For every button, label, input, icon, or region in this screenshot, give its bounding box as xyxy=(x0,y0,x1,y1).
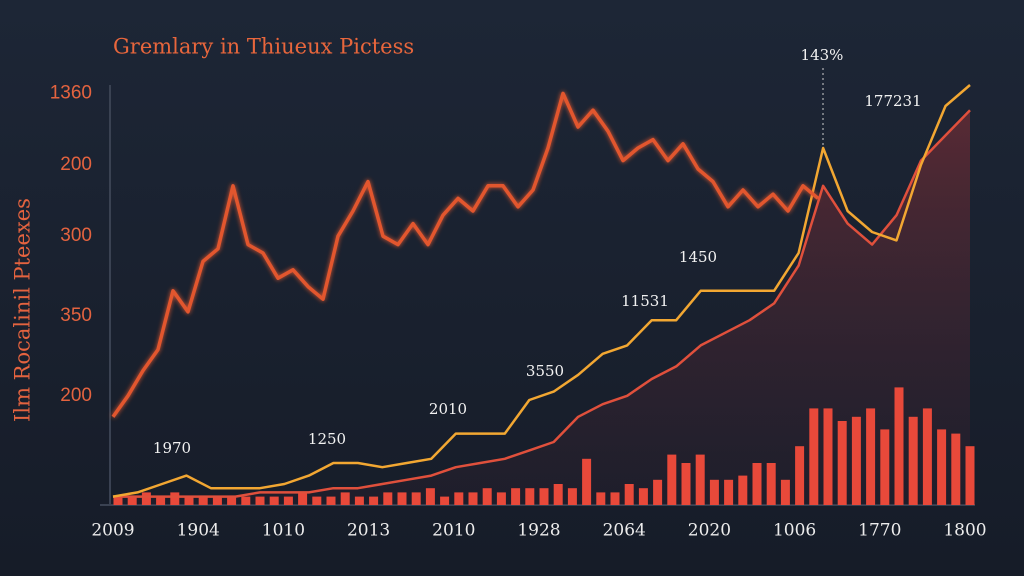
bar xyxy=(283,496,293,505)
bar xyxy=(653,479,663,505)
bar xyxy=(141,492,151,505)
bar xyxy=(880,429,890,505)
bar xyxy=(397,492,407,505)
bar xyxy=(681,463,691,505)
bar xyxy=(425,488,435,505)
bar xyxy=(184,496,194,505)
bar xyxy=(922,408,932,505)
bar xyxy=(667,454,677,505)
bar xyxy=(539,488,549,505)
bar xyxy=(212,496,222,505)
bar xyxy=(468,492,478,505)
bar xyxy=(894,387,904,505)
bar xyxy=(738,475,748,505)
bar xyxy=(851,416,861,505)
bar xyxy=(908,416,918,505)
y-tick-label: 1360 xyxy=(50,82,92,103)
x-tick-label: 2010 xyxy=(432,521,475,541)
bar xyxy=(198,496,208,505)
area-fill xyxy=(113,110,970,505)
series-line xyxy=(112,84,971,498)
bar xyxy=(965,446,975,505)
bar xyxy=(837,421,847,505)
bar xyxy=(951,433,961,505)
bar xyxy=(496,492,506,505)
y-axis-title: Ilm Rocalinil Pteexes xyxy=(11,198,35,422)
bar xyxy=(596,492,606,505)
bar xyxy=(127,496,137,505)
bar xyxy=(937,429,947,505)
bar xyxy=(866,408,876,505)
annotation: 1250 xyxy=(308,430,346,448)
bar xyxy=(156,496,166,505)
x-tick-label: 1800 xyxy=(943,521,986,541)
y-tick-label: 300 xyxy=(60,225,92,246)
annotation: 3550 xyxy=(526,362,564,380)
bar xyxy=(780,479,790,505)
x-tick-label: 1770 xyxy=(858,521,901,541)
bar xyxy=(312,496,322,505)
x-tick-label: 2020 xyxy=(688,521,731,541)
bar xyxy=(383,492,393,505)
bar xyxy=(255,496,265,505)
bar xyxy=(454,492,464,505)
bar xyxy=(610,492,620,505)
series-line xyxy=(113,109,971,498)
bar xyxy=(553,484,563,505)
bar xyxy=(809,408,819,505)
series-line xyxy=(111,91,820,418)
y-tick-label: 350 xyxy=(60,305,92,326)
bar xyxy=(170,492,180,505)
bar xyxy=(709,479,719,505)
bar xyxy=(511,488,521,505)
bar xyxy=(241,496,251,505)
bar xyxy=(624,484,634,505)
bar xyxy=(724,479,734,505)
bar xyxy=(340,492,350,505)
bar xyxy=(369,496,379,505)
annotation: 143% xyxy=(801,46,844,64)
bar xyxy=(638,488,648,505)
bar xyxy=(269,496,279,505)
bar xyxy=(411,492,421,505)
bar xyxy=(113,496,123,505)
bar xyxy=(695,454,705,505)
bar xyxy=(795,446,805,505)
bar xyxy=(354,496,364,505)
x-tick-label: 1904 xyxy=(177,521,220,541)
x-tick-label: 2064 xyxy=(603,521,646,541)
x-tick-label: 1006 xyxy=(773,521,816,541)
annotation: 2010 xyxy=(429,400,467,418)
bar xyxy=(567,488,577,505)
bar xyxy=(766,463,776,505)
bar xyxy=(227,496,237,505)
y-tick-label: 200 xyxy=(60,385,92,406)
annotation: 1450 xyxy=(679,248,717,266)
annotation: 11531 xyxy=(621,292,669,310)
annotation: 1970 xyxy=(153,439,191,457)
bar xyxy=(823,408,833,505)
chart-title: Gremlary in Thiueux Pictess xyxy=(113,35,414,59)
bar xyxy=(326,496,336,505)
bar xyxy=(525,488,535,505)
y-tick-label: 200 xyxy=(60,154,92,175)
x-tick-label: 2013 xyxy=(347,521,390,541)
x-tick-label: 1010 xyxy=(262,521,305,541)
bar xyxy=(482,488,492,505)
bar xyxy=(582,458,592,505)
annotation: 177231 xyxy=(864,92,921,110)
x-tick-label: 1928 xyxy=(517,521,560,541)
bar xyxy=(440,496,450,505)
bar xyxy=(752,463,762,505)
x-tick-label: 2009 xyxy=(91,521,134,541)
bar xyxy=(298,492,308,505)
